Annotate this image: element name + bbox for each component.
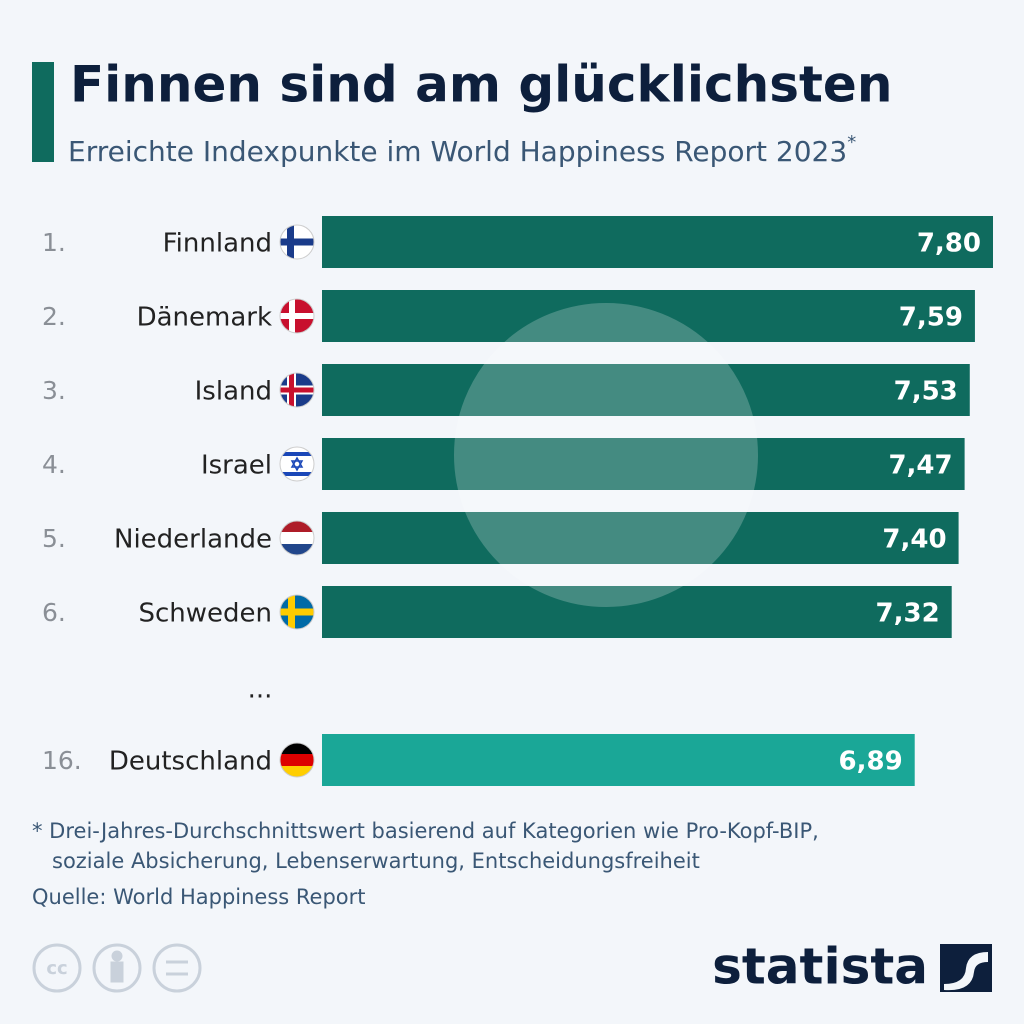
category-label: Island <box>195 377 272 407</box>
smiley-face <box>454 303 758 607</box>
flag-part <box>280 608 314 616</box>
rank-label: 16. <box>42 746 82 775</box>
flag-part <box>280 532 314 544</box>
smiley-overlay <box>454 303 759 607</box>
source: Quelle: World Happiness Report <box>32 885 366 909</box>
by-head <box>111 950 123 962</box>
value-label: 7,47 <box>888 451 952 481</box>
category-label: Dänemark <box>137 303 272 333</box>
bar <box>322 512 959 564</box>
bar <box>322 364 970 416</box>
nd-lines <box>166 960 188 976</box>
category-label: Niederlande <box>114 525 272 555</box>
logo-wave <box>944 952 988 991</box>
bar <box>322 290 975 342</box>
by-body <box>110 961 124 983</box>
flag <box>280 743 314 777</box>
flag-part <box>280 521 314 532</box>
value-label: 6,89 <box>839 747 903 777</box>
flag-part <box>280 754 314 766</box>
title-accent <box>32 62 54 162</box>
brand-logo <box>940 944 992 992</box>
flag <box>280 521 314 555</box>
smiley-eyes <box>518 365 722 393</box>
flag-part <box>280 743 314 754</box>
flag-part <box>280 452 314 456</box>
flag-part <box>280 472 314 476</box>
flag-ring <box>279 298 315 334</box>
flag <box>280 447 314 481</box>
flag <box>280 225 314 259</box>
subtitle-note: * <box>847 132 856 153</box>
category-label: Finnland <box>163 229 272 259</box>
rank-label: 5. <box>42 524 66 553</box>
bars: 1. Finnland 7,80 2. Dänemark 7,59 3. Island 7,53… <box>42 216 993 786</box>
flag-ring <box>279 446 315 482</box>
flag-ring <box>279 520 315 556</box>
value-label: 7,40 <box>882 525 946 555</box>
rank-label: 3. <box>42 376 66 405</box>
chart-subtitle: Erreichte Indexpunkte im World Happiness… <box>68 132 856 168</box>
rank-label: 2. <box>42 302 66 331</box>
flag-part <box>280 544 314 555</box>
flag <box>280 299 314 333</box>
cc-label: cc <box>46 958 67 979</box>
rank-label: 4. <box>42 450 66 479</box>
rank-label: 6. <box>42 598 66 627</box>
chart-title: Finnen sind am glücklichsten <box>70 56 892 114</box>
footnote: * Drei-Jahres-Durchschnittswert basieren… <box>32 819 819 843</box>
flag-part <box>280 238 314 246</box>
bar <box>322 216 993 268</box>
nd-icon <box>152 943 202 993</box>
license-icons <box>32 943 202 993</box>
flag <box>280 373 314 407</box>
value-label: 7,32 <box>876 599 940 629</box>
flag-ring <box>279 372 315 408</box>
flag-ring <box>279 742 315 778</box>
category-label: Deutschland <box>109 747 272 777</box>
value-label: 7,59 <box>899 303 963 333</box>
cc-icon <box>32 943 82 993</box>
category-label: Schweden <box>138 599 272 629</box>
bar <box>322 586 952 638</box>
bar <box>322 734 915 786</box>
smiley-mouth <box>487 455 759 588</box>
value-label: 7,80 <box>917 229 981 259</box>
bar <box>322 438 965 490</box>
footnote: soziale Absicherung, Lebenserwartung, En… <box>52 849 700 873</box>
flag-part <box>290 456 304 472</box>
flag-ring <box>279 224 315 260</box>
value-label: 7,53 <box>894 377 958 407</box>
by-icon <box>92 943 142 993</box>
flag-part <box>280 387 314 393</box>
flag <box>280 595 314 629</box>
flag-part <box>280 766 314 777</box>
gap-label: ... <box>248 675 273 705</box>
flag-ring <box>279 594 315 630</box>
subtitle-text: Erreichte Indexpunkte im World Happiness… <box>68 135 847 168</box>
flag-part <box>280 313 314 319</box>
category-label: Israel <box>201 451 272 481</box>
brand: statista <box>712 938 928 996</box>
rank-label: 1. <box>42 228 66 257</box>
